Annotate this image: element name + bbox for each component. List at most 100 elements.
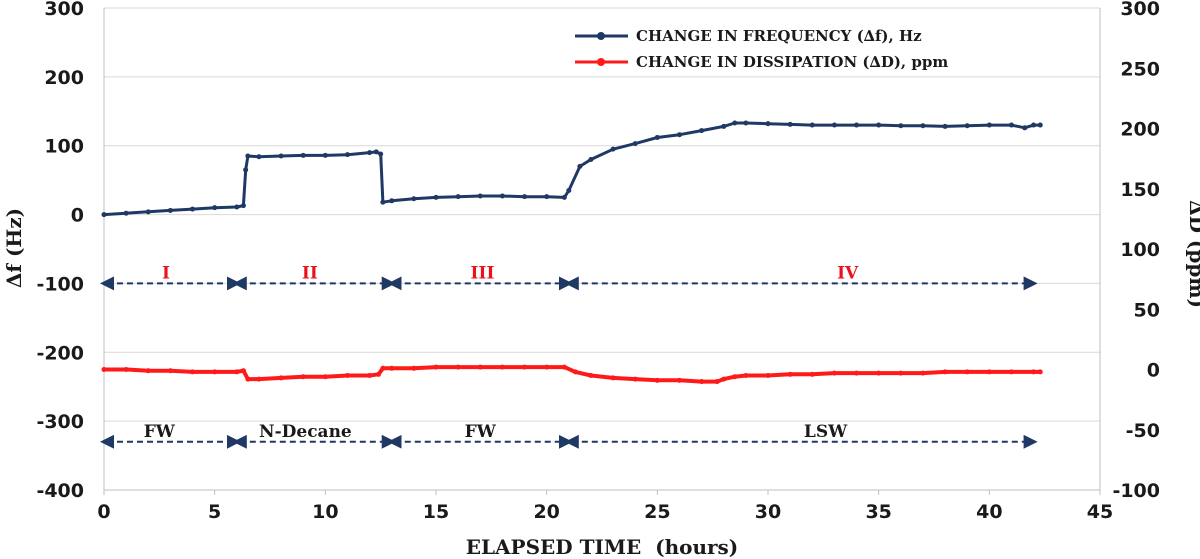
series-1-point	[610, 375, 616, 381]
y-tick-label: 200	[44, 67, 84, 89]
y2-tick-label: 200	[1120, 119, 1160, 141]
series-1-point	[898, 370, 904, 376]
series-0-point	[732, 120, 738, 126]
series-1-point	[787, 371, 793, 377]
x-tick-label: 5	[208, 501, 221, 523]
series-1-point	[344, 373, 350, 379]
series-1-point	[964, 369, 970, 375]
series-1-point	[101, 367, 107, 372]
phase-label: I	[162, 263, 170, 283]
x-tick-label: 0	[97, 501, 110, 523]
series-1-point	[920, 370, 926, 376]
series-0-point	[1022, 125, 1028, 131]
series-1-point	[572, 369, 578, 375]
series-0-point	[300, 152, 306, 158]
fluid-label: FW	[144, 422, 176, 442]
series-1-point	[375, 371, 381, 377]
series-0-point	[721, 123, 727, 129]
series-0-point	[212, 205, 218, 211]
series-0-point	[145, 209, 151, 215]
series-1-point	[588, 373, 594, 379]
series-1-point	[876, 370, 882, 376]
series-0-point	[455, 194, 461, 200]
series-0-point	[477, 193, 483, 199]
y2-tick-label: 250	[1120, 58, 1160, 80]
series-1-point	[245, 376, 251, 382]
y2-tick-label: -50	[1126, 420, 1160, 442]
series-1-point	[455, 364, 461, 370]
x-tick-label: 35	[865, 501, 891, 523]
series-1-point	[167, 368, 173, 374]
series-0-point	[588, 156, 594, 162]
series-1-point	[411, 365, 417, 371]
series-1-point	[380, 365, 386, 371]
series-0-point	[920, 123, 926, 129]
phase-label: IV	[837, 263, 859, 283]
series-1-point	[240, 368, 246, 374]
y-axis-left-ticks: 300 200 100 0 -100 -200 -300 -400	[36, 0, 84, 502]
series-0-point	[632, 141, 638, 147]
series-1-point	[743, 373, 749, 379]
series-0-point	[964, 123, 970, 129]
series-0-point	[986, 122, 992, 128]
series-0-point	[101, 212, 107, 218]
series-0-point	[344, 152, 350, 158]
series-0-point	[367, 150, 373, 156]
x-tick-label: 25	[644, 501, 670, 523]
axes	[103, 8, 1101, 491]
series-1-point	[123, 367, 129, 372]
series-0-point	[854, 122, 860, 128]
series-1-point	[854, 370, 860, 376]
y-tick-label: -400	[36, 480, 84, 502]
series-0-point	[433, 194, 439, 200]
series-0-point	[1008, 122, 1014, 128]
series-0-point	[699, 128, 705, 134]
series-1-point	[256, 376, 262, 382]
y-axis-right-ticks: 300 250 200 150 100 50 0 -50 -100	[1112, 0, 1160, 502]
series-0-point	[1037, 122, 1043, 128]
series-0-point	[743, 120, 749, 126]
legend-label-dissipation: CHANGE IN DISSIPATION (∆D), ppm	[636, 53, 948, 71]
series-1-point	[522, 364, 528, 370]
series-1-point	[699, 379, 705, 385]
series-0-point	[809, 122, 815, 128]
y-tick-label: 100	[44, 136, 84, 158]
series-0-point	[566, 187, 572, 193]
series-0-point	[378, 151, 384, 157]
series-1-point	[676, 377, 682, 383]
series-1-point	[278, 375, 284, 381]
series-1-point	[561, 364, 567, 370]
series-1-point	[367, 373, 373, 379]
x-tick-label: 30	[755, 501, 781, 523]
y-tick-label: -300	[36, 411, 84, 433]
x-tick-label: 45	[1087, 501, 1113, 523]
series-0-point	[577, 163, 583, 169]
series-0-point	[373, 149, 379, 155]
series-0-point	[380, 199, 386, 205]
series-0-point	[256, 154, 262, 160]
y2-tick-label: 0	[1147, 360, 1160, 382]
y2-tick-label: -100	[1112, 480, 1160, 502]
y2-tick-label: 300	[1120, 0, 1160, 20]
fluid-label: FW	[465, 422, 497, 442]
series-0-point	[1031, 122, 1037, 128]
series-1-point	[145, 368, 151, 374]
series-0-point	[123, 210, 129, 216]
series-0-point	[499, 193, 505, 199]
series-0-point	[831, 122, 837, 128]
series-1-point	[632, 376, 638, 382]
series-0-point	[240, 203, 246, 209]
x-axis-ticks: 0 5 10 15 20 25 30 35 40 45	[97, 490, 1113, 523]
series-0-point	[167, 207, 173, 213]
series-1-point	[300, 374, 306, 380]
series-0-point	[234, 204, 240, 210]
x-axis-title: ELAPSED TIME (hours)	[466, 535, 739, 559]
x-tick-label: 40	[976, 501, 1002, 523]
series-0-point	[389, 198, 395, 204]
x-tick-label: 20	[533, 501, 559, 523]
series-1-point	[322, 374, 328, 380]
series-1-point	[831, 370, 837, 376]
legend-marker-frequency	[597, 32, 605, 40]
series-1-point	[433, 364, 439, 370]
